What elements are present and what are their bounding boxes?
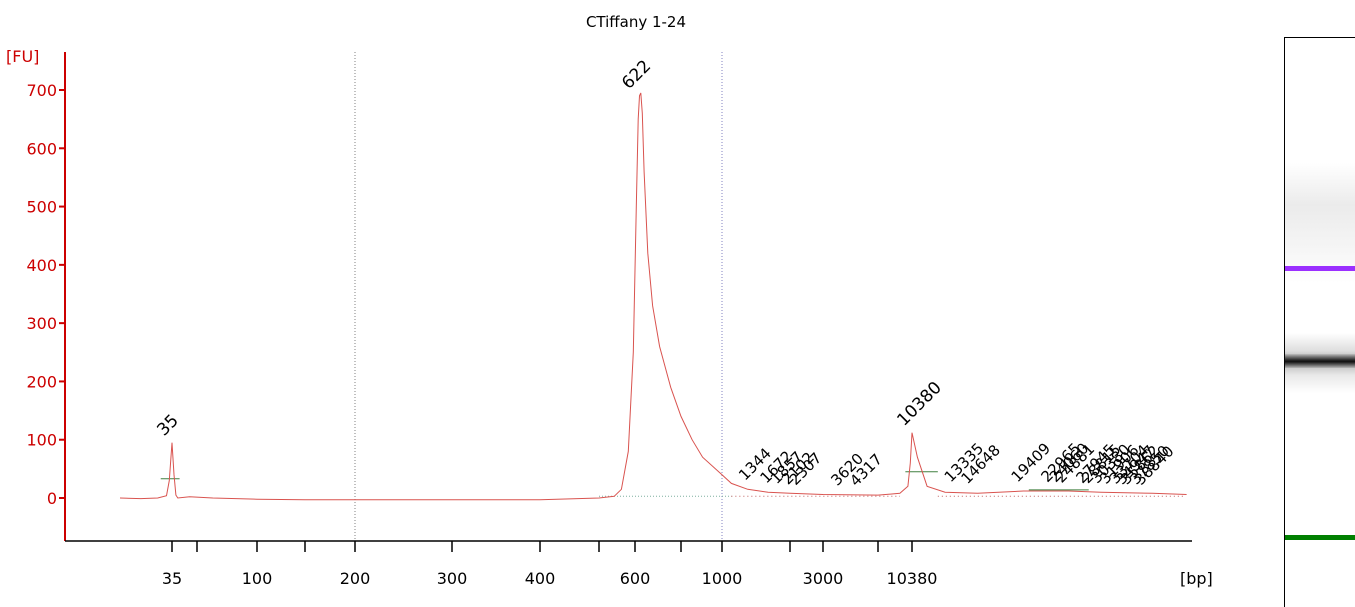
x-tick-label-400: 400	[525, 569, 556, 588]
trace-line	[119, 92, 1187, 501]
gel-haze	[1285, 163, 1355, 283]
y-axis-ticks: 0 100 200 300 400 500 600 700	[26, 81, 65, 508]
x-tick-label-1000: 1000	[702, 569, 743, 588]
y-tick-label-0: 0	[47, 489, 57, 508]
y-axis-unit: [FU]	[6, 47, 39, 66]
peak-baselines	[160, 471, 1185, 497]
x-tick-label-3000: 3000	[803, 569, 844, 588]
x-axis-ticks: 35 100 200 300 400 600 1000 3000 10380	[162, 541, 938, 588]
x-tick-label-100: 100	[242, 569, 273, 588]
gel-upper-marker-band	[1285, 266, 1355, 271]
chart-title: CTiffany 1-24	[586, 13, 686, 31]
gel-lane	[1284, 37, 1355, 607]
x-tick-label-35: 35	[162, 569, 182, 588]
marker-label-10380: 10380	[893, 378, 945, 430]
gridlines	[354, 52, 723, 541]
y-tick-label-200: 200	[26, 372, 57, 391]
gel-main-band	[1285, 354, 1355, 368]
y-tick-label-700: 700	[26, 81, 57, 100]
x-axis-unit: [bp]	[1180, 569, 1213, 588]
y-tick-label-400: 400	[26, 256, 57, 275]
electropherogram-chart: CTiffany 1-24 0 100 200 300 400 500 600 700 35 1…	[6, 13, 1213, 588]
peak-label-622: 622	[618, 56, 655, 93]
gel-lower-marker-band	[1285, 535, 1355, 540]
x-tick-label-600: 600	[620, 569, 651, 588]
axes	[64, 52, 1192, 542]
x-tick-label-10380: 10380	[887, 569, 938, 588]
y-tick-label-600: 600	[26, 139, 57, 158]
x-tick-label-200: 200	[340, 569, 371, 588]
marker-label-35: 35	[153, 411, 182, 440]
y-tick-label-300: 300	[26, 314, 57, 333]
y-tick-label-500: 500	[26, 198, 57, 217]
y-tick-label-100: 100	[26, 431, 57, 450]
x-tick-label-300: 300	[437, 569, 468, 588]
